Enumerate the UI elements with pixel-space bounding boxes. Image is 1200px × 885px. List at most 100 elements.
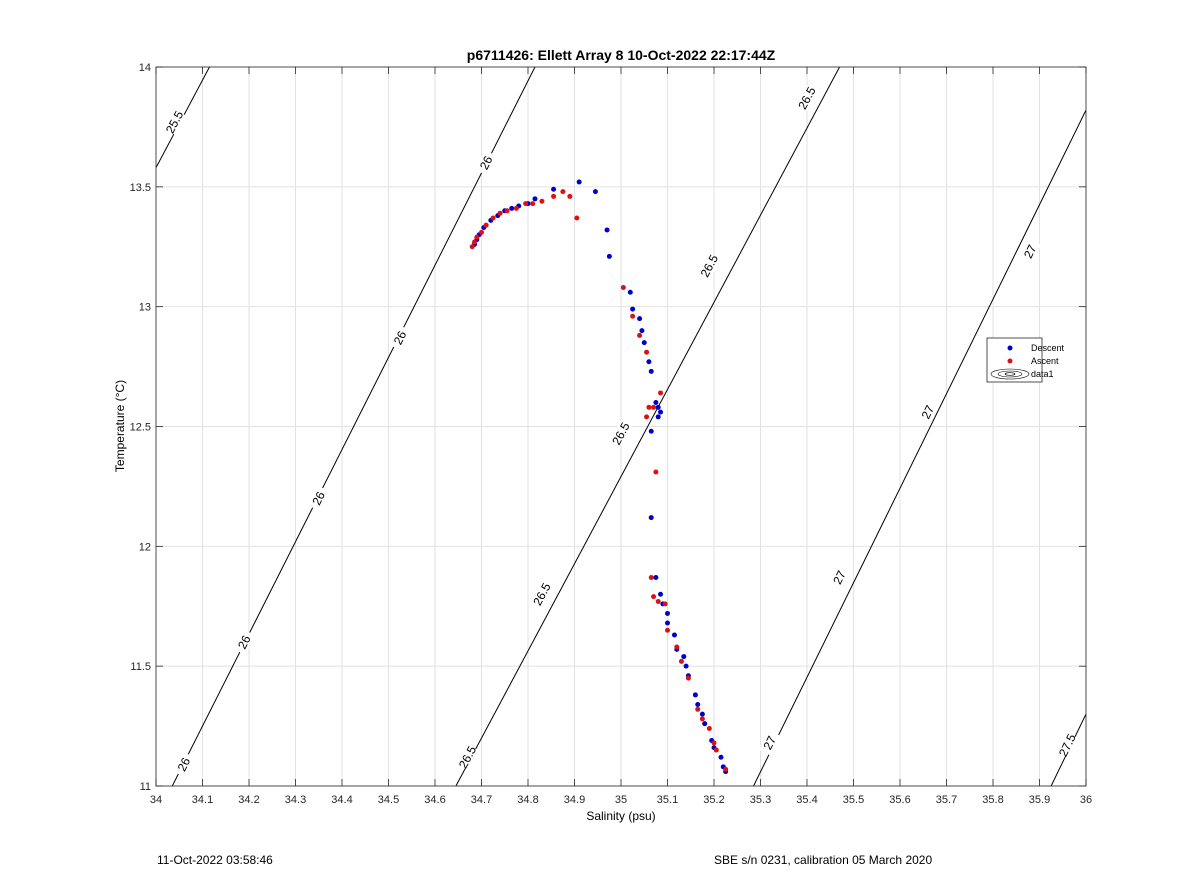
ascent-point	[567, 193, 573, 199]
ascent-point	[551, 193, 557, 199]
y-tick-label: 11	[140, 781, 151, 793]
contour-label-bg	[163, 109, 186, 136]
footer-timestamp: 11-Oct-2022 03:58:46	[157, 853, 273, 867]
x-axis-label: Salinity (psu)	[586, 809, 655, 823]
ascent-point	[620, 284, 626, 290]
ascent-point	[479, 229, 484, 235]
legend: Descent Ascent data1	[986, 337, 1065, 383]
ascent-point	[574, 215, 580, 221]
ascent-point	[490, 215, 496, 221]
ascent-point	[523, 201, 529, 207]
y-tick-label: 13.5	[130, 182, 151, 194]
x-tick-label: 34	[150, 794, 162, 806]
data-points	[469, 179, 729, 775]
ascent-point	[651, 404, 657, 410]
descent-point	[646, 359, 652, 365]
x-tick-label: 34.7	[471, 794, 492, 806]
contour-label: 27	[761, 733, 780, 751]
contour-label-bg	[474, 149, 498, 176]
x-tick-label: 34.5	[378, 794, 399, 806]
descent-point	[702, 721, 708, 727]
ascent-point	[685, 675, 691, 681]
contour-label-bg	[609, 420, 633, 447]
ascent-point	[706, 725, 712, 731]
descent-point	[683, 663, 689, 669]
x-tick-label: 35.6	[889, 794, 910, 806]
contour-label: 26	[175, 755, 194, 774]
descent-point	[655, 414, 661, 420]
ascent-point	[711, 740, 717, 746]
ascent-point	[469, 244, 475, 250]
descent-point	[655, 404, 661, 410]
y-tick-label: 14	[139, 62, 151, 74]
contour-label-bg	[456, 744, 479, 771]
descent-point	[639, 328, 645, 334]
contour-legend-icon	[990, 368, 1030, 380]
y-tick-label: 11.5	[130, 661, 151, 673]
ascent-point	[637, 332, 643, 338]
contour-label-bg	[172, 751, 196, 778]
x-tick-label: 35	[615, 794, 627, 806]
contour-label-bg	[916, 399, 940, 426]
ascent-point	[653, 469, 659, 475]
x-tick-label: 35.9	[1029, 794, 1050, 806]
x-tick-label: 34.3	[285, 794, 306, 806]
contour-label: 26	[309, 489, 328, 508]
descent-point	[653, 574, 659, 580]
descent-point	[658, 409, 664, 415]
x-tick-label: 34.2	[238, 794, 259, 806]
x-tick-label: 34.4	[331, 794, 352, 806]
descent-point	[671, 632, 677, 638]
ascent-point	[472, 239, 478, 245]
x-tick-label: 35.1	[657, 794, 678, 806]
contour-label-bg	[530, 581, 554, 608]
x-tick-label: 35.4	[796, 794, 817, 806]
ascent-point	[513, 205, 519, 211]
ascent-point	[658, 390, 664, 396]
ascent-point	[644, 349, 650, 355]
x-tick-label: 35.5	[843, 794, 864, 806]
ascent-point	[483, 222, 489, 228]
footer-calibration: SBE s/n 0231, calibration 05 March 2020	[714, 853, 933, 867]
ascent-point	[651, 594, 657, 600]
ascent-point	[530, 201, 536, 207]
contour-label-bg	[1056, 732, 1079, 759]
ascent-point	[539, 198, 545, 204]
ascent-point	[560, 189, 566, 195]
legend-label-descent: Descent	[1031, 343, 1065, 353]
descent-point	[509, 205, 515, 211]
descent-point	[604, 227, 610, 233]
ascent-point	[474, 234, 480, 240]
descent-point	[665, 620, 670, 626]
descent-point	[695, 702, 701, 708]
ascent-point	[665, 627, 670, 633]
contour-label: 26	[477, 153, 496, 172]
x-axis: 34 34.1 34.2 34.3 34.4 34.5 34.6 34.7 34.8 34.9 35…	[150, 67, 1092, 806]
y-tick-label: 12	[139, 541, 151, 553]
ascent-point	[644, 414, 650, 420]
contour-label-bg	[388, 324, 412, 351]
descent-point	[681, 654, 687, 660]
contour-label-bg	[828, 564, 851, 591]
ascent-point	[678, 658, 684, 664]
descent-point	[627, 289, 633, 295]
contour-label-bg	[758, 729, 781, 756]
descent-point	[637, 316, 643, 322]
descent-point	[648, 515, 654, 521]
descent-point	[532, 196, 538, 202]
legend-marker-ascent	[1007, 358, 1013, 364]
descent-point	[606, 253, 612, 259]
contour-label-bg	[697, 252, 721, 279]
legend-marker-descent	[1007, 345, 1013, 351]
legend-label-data1: data1	[1031, 369, 1054, 379]
descent-point	[641, 340, 647, 346]
descent-point	[648, 368, 654, 374]
ascent-point	[662, 601, 668, 607]
x-tick-label: 34.8	[517, 794, 538, 806]
x-tick-label: 35.8	[982, 794, 1003, 806]
y-tick-label: 13	[139, 302, 151, 314]
contour-label-bg	[233, 629, 256, 656]
descent-point	[551, 186, 557, 192]
ascent-point	[646, 404, 652, 410]
